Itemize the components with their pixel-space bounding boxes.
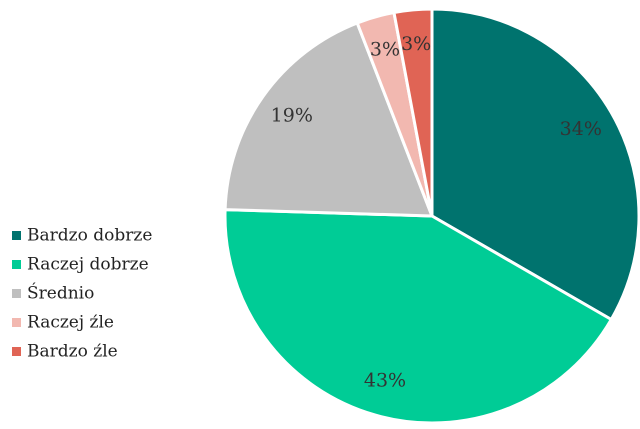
legend-swatch xyxy=(12,231,21,240)
legend-swatch xyxy=(12,260,21,269)
legend-swatch xyxy=(12,289,21,298)
legend-label: Bardzo źle xyxy=(27,342,118,362)
pie-slice xyxy=(223,208,614,425)
pie-slice xyxy=(392,7,434,217)
data-label: 19% xyxy=(271,105,313,127)
data-label: 43% xyxy=(364,369,406,391)
legend-label: Bardzo dobrze xyxy=(27,226,152,246)
pie-slice xyxy=(223,21,435,218)
data-label: 34% xyxy=(560,118,602,140)
data-label: 3% xyxy=(370,39,400,61)
legend-label: Raczej dobrze xyxy=(27,255,149,275)
data-label: 3% xyxy=(401,33,431,55)
pie-slice xyxy=(430,7,640,322)
legend-swatch xyxy=(12,318,21,327)
legend-label: Średnio xyxy=(27,283,94,304)
legend-swatch xyxy=(12,347,21,356)
legend-label: Raczej źle xyxy=(27,313,114,333)
